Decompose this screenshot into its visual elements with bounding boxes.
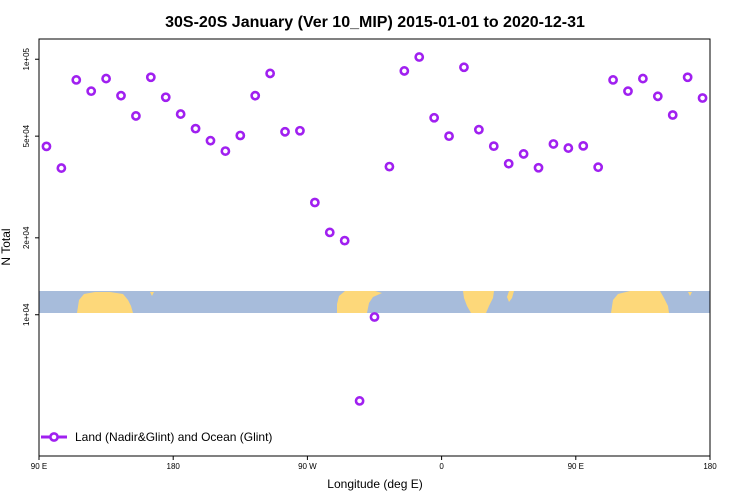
data-point-0-22 — [369, 312, 380, 322]
data-point-0-11 — [205, 135, 216, 146]
data-point-0-31 — [503, 158, 514, 169]
data-point-0-6 — [131, 111, 141, 121]
data-point-0-40 — [638, 73, 648, 84]
data-point-0-29 — [473, 124, 484, 135]
data-point-0-17 — [295, 125, 305, 136]
data-point-0-30 — [488, 141, 499, 152]
data-point-0-12 — [220, 146, 231, 156]
data-point-0-44 — [697, 93, 708, 103]
x-axis: 90 E 180 90 W 0 90 E 180 — [31, 456, 717, 471]
data-point-0-1 — [56, 163, 67, 173]
y-axis-label: N Total — [0, 228, 13, 265]
x-tick-label-2: 90 W — [298, 462, 317, 471]
data-point-0-14 — [250, 90, 261, 101]
data-point-0-9 — [175, 109, 186, 119]
data-point-0-28 — [459, 62, 469, 73]
land-new-caledonia — [150, 292, 154, 296]
y-tick-label-2: 5e+04 — [22, 124, 31, 147]
data-point-0-21 — [354, 396, 365, 406]
data-point-0-19 — [324, 227, 335, 238]
land-new-caledonia-east — [688, 292, 692, 296]
legend: Land (Nadir&Glint) and Ocean (Glint) — [41, 430, 272, 444]
data-point-0-37 — [593, 162, 604, 173]
data-point-0-42 — [667, 110, 678, 120]
data-point-0-23 — [384, 161, 395, 172]
data-point-0-15 — [265, 68, 276, 79]
data-point-0-7 — [145, 72, 156, 83]
land-madagascar — [507, 291, 514, 302]
data-point-0-41 — [652, 91, 663, 102]
data-point-0-35 — [563, 143, 574, 153]
land-australia-west — [77, 292, 133, 313]
land-australia-east — [611, 291, 669, 313]
land-africa — [463, 291, 494, 313]
data-point-0-32 — [518, 149, 529, 159]
data-point-0-18 — [309, 197, 320, 208]
data-point-0-8 — [160, 92, 171, 103]
data-point-0-3 — [86, 86, 97, 97]
legend-marker — [49, 432, 59, 442]
data-point-0-39 — [623, 86, 633, 97]
y-axis: 1e+04 2e+04 5e+04 1e+05 — [22, 47, 39, 326]
data-point-0-13 — [235, 130, 246, 141]
data-point-0-10 — [190, 123, 201, 134]
map-strip — [39, 291, 710, 313]
x-tick-label-0: 90 E — [31, 462, 47, 471]
y-tick-label-3: 1e+05 — [22, 47, 31, 70]
data-point-0-26 — [429, 112, 440, 123]
x-tick-label-3: 0 — [439, 462, 444, 471]
x-tick-label-5: 180 — [703, 462, 717, 471]
data-points — [41, 52, 708, 406]
data-point-0-36 — [578, 140, 589, 151]
x-tick-label-4: 90 E — [568, 462, 584, 471]
data-point-0-33 — [533, 162, 544, 173]
data-point-0-2 — [71, 75, 82, 85]
land-south-america — [337, 291, 382, 313]
legend-label: Land (Nadir&Glint) and Ocean (Glint) — [75, 430, 272, 444]
data-point-0-4 — [101, 73, 111, 84]
data-point-0-27 — [444, 131, 454, 142]
data-point-0-0 — [41, 141, 52, 152]
plot-frame — [38, 38, 711, 457]
x-axis-label: Longitude (deg E) — [327, 477, 422, 491]
data-point-0-38 — [608, 75, 618, 85]
data-point-0-5 — [116, 90, 126, 101]
y-tick-label-1: 2e+04 — [22, 226, 31, 249]
ocean-band — [39, 291, 710, 313]
data-point-0-20 — [339, 235, 350, 246]
data-point-0-25 — [414, 52, 425, 62]
x-tick-label-1: 180 — [167, 462, 181, 471]
data-point-0-24 — [399, 66, 410, 76]
data-point-0-43 — [682, 72, 693, 83]
y-tick-label-0: 1e+04 — [22, 303, 31, 326]
chart-title: 30S-20S January (Ver 10_MIP) 2015-01-01 … — [165, 14, 585, 31]
data-point-0-16 — [280, 126, 290, 137]
data-point-0-34 — [548, 139, 559, 149]
